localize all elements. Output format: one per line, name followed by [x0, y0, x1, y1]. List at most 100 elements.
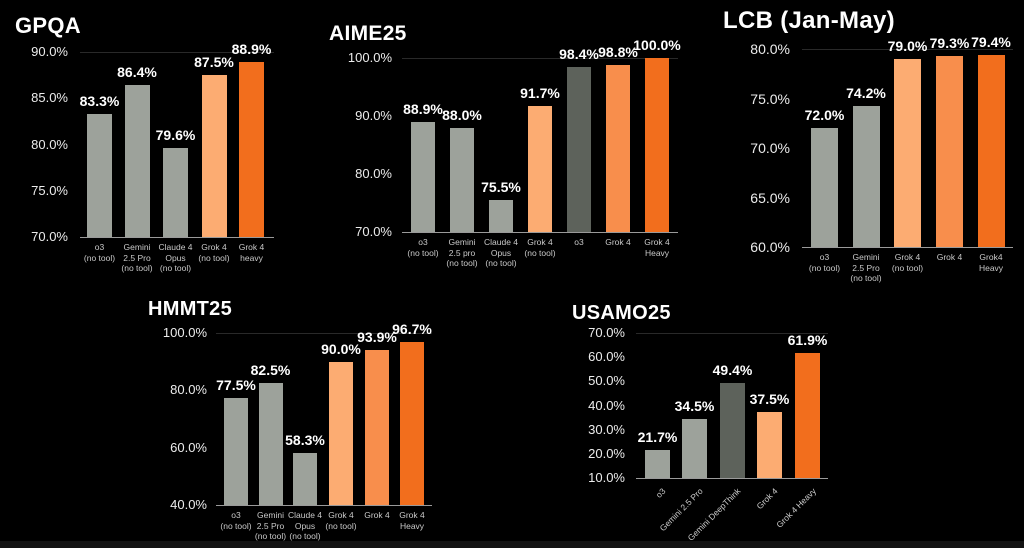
x-category-label: Grok 4 (no tool) [891, 252, 924, 273]
x-category-label: Gemini 2.5 Pro (no tool) [254, 510, 287, 541]
bar [489, 200, 513, 232]
gridline [802, 49, 1013, 50]
bar-value-label: 77.5% [216, 376, 256, 393]
bar-value-label: 88.9% [231, 41, 272, 58]
bar [239, 62, 264, 237]
bar [258, 383, 283, 505]
letterbox-strip [0, 541, 1024, 548]
bar-value-label: 98.8% [598, 43, 638, 60]
bar-value-label: 75.5% [481, 179, 521, 196]
bar [450, 127, 474, 232]
chart-title-usamo25: USAMO25 [572, 302, 671, 324]
bar [795, 352, 820, 478]
y-tick-label: 70.0% [588, 325, 625, 340]
x-category-label: Grok 4 (no tool) [198, 242, 230, 263]
y-tick-label: 10.0% [588, 470, 625, 485]
y-tick-label: 40.0% [170, 497, 207, 512]
chart-title-gpqa: GPQA [15, 13, 81, 38]
bar [645, 58, 669, 232]
gridline [80, 52, 274, 53]
bar-value-label: 37.5% [749, 390, 790, 407]
bar-value-label: 72.0% [804, 107, 845, 124]
bar-value-label: 88.0% [442, 106, 482, 123]
bar [365, 350, 389, 505]
y-tick-label: 50.0% [588, 373, 625, 389]
y-tick-label: 30.0% [588, 421, 625, 437]
y-tick-label: 100.0% [347, 50, 392, 65]
bar-value-label: 88.9% [403, 101, 443, 118]
x-category-label: o3 (no tool) [220, 510, 252, 531]
y-tick-label: 90.0% [31, 44, 68, 59]
bar-value-label: 100.0% [633, 37, 681, 53]
bar-value-label: 79.0% [887, 37, 928, 54]
gridline [402, 58, 678, 59]
x-category-label: Grok4 Heavy [978, 252, 1004, 273]
bar [400, 342, 424, 505]
x-category-label: Gemini 2.5 pro (no tool) [446, 237, 478, 268]
bar-value-label: 83.3% [79, 92, 120, 109]
bar-value-label: 58.3% [285, 431, 325, 448]
x-category-label: Grok 4 Heavy [773, 486, 818, 530]
gridline [216, 333, 432, 334]
chart-title-aime25: AIME25 [329, 22, 407, 45]
bar [528, 106, 552, 232]
bar-value-label: 82.5% [250, 362, 291, 379]
y-tick-label: 80.0% [170, 382, 207, 398]
y-tick-label: 70.0% [750, 140, 790, 156]
x-axis-line [802, 247, 1013, 248]
bar-value-label: 98.4% [559, 46, 599, 63]
bar-value-label: 21.7% [637, 428, 678, 445]
x-category-label: o3 (no tool) [407, 237, 439, 258]
y-tick-label: 65.0% [750, 189, 790, 206]
chart-title-lcb: LCB (Jan-May) [723, 7, 895, 34]
bar-value-label: 90.0% [321, 340, 361, 357]
bar-value-label: 86.4% [117, 64, 157, 81]
bar [811, 128, 838, 247]
y-tick-label: 75.0% [750, 90, 790, 107]
x-axis-line [402, 232, 678, 233]
chart-title-hmmt25: HMMT25 [148, 298, 233, 320]
x-axis-line [80, 237, 274, 238]
x-category-label: Claude 4 Opus (no tool) [287, 510, 323, 541]
y-tick-label: 60.0% [588, 349, 625, 365]
bar [201, 75, 227, 237]
x-category-label: Grok 4 (no tool) [325, 510, 357, 531]
y-tick-label: 90.0% [355, 108, 392, 123]
bar [757, 411, 782, 478]
x-category-label: Grok 4 (no tool) [524, 237, 556, 258]
y-tick-label: 80.0% [355, 166, 392, 181]
bar-value-label: 49.4% [712, 361, 753, 378]
y-tick-label: 40.0% [588, 397, 625, 413]
bar-value-label: 93.9% [357, 329, 397, 346]
bar [645, 449, 670, 478]
gridline [636, 333, 828, 334]
bar-value-label: 91.7% [520, 85, 560, 102]
bar-value-label: 79.6% [155, 127, 196, 144]
x-category-label: Grok 4 [754, 486, 780, 512]
bar-value-label: 96.7% [392, 321, 432, 338]
y-tick-label: 20.0% [588, 445, 625, 461]
x-category-label: o3 (no tool) [83, 242, 116, 263]
y-tick-label: 60.0% [750, 239, 790, 255]
bar [606, 64, 630, 232]
bar-value-label: 87.5% [194, 54, 234, 71]
y-tick-label: 70.0% [355, 224, 392, 239]
x-category-label: Grok 4 Heavy [644, 237, 670, 258]
y-tick-label: 100.0% [162, 325, 207, 340]
bar [567, 67, 591, 232]
bar [124, 85, 150, 237]
bar [293, 452, 317, 505]
bar-value-label: 79.4% [971, 33, 1011, 50]
bar-value-label: 79.3% [929, 34, 970, 51]
x-axis-line [636, 478, 828, 479]
bar-value-label: 61.9% [787, 331, 828, 348]
x-category-label: Grok 4 heavy [238, 242, 265, 263]
x-category-label: Grok 4 [364, 510, 390, 520]
bar [329, 361, 353, 505]
bar-value-label: 34.5% [674, 397, 715, 414]
x-category-label: o3 [574, 237, 584, 247]
y-tick-label: 80.0% [31, 136, 68, 152]
bar [720, 382, 745, 478]
bar [224, 397, 248, 505]
